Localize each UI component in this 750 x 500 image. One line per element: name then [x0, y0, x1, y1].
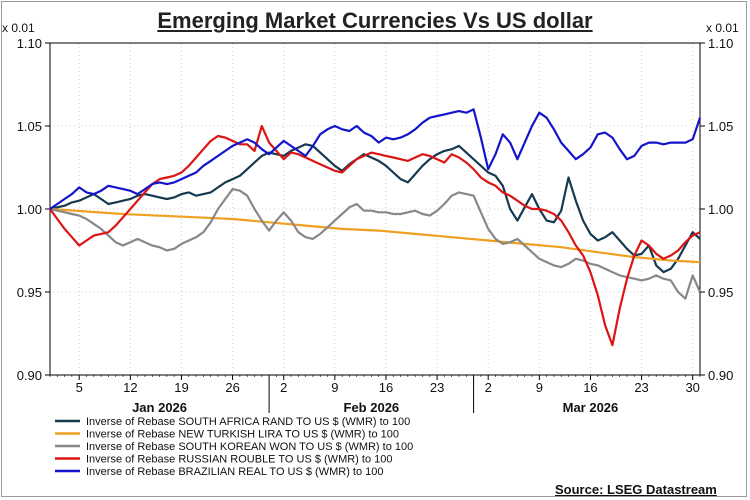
x-tick-label: 2: [280, 380, 287, 395]
source-note: Source: LSEG Datastream: [555, 482, 717, 497]
y-scale-label-right: x 0.01: [706, 21, 739, 35]
series-lines: [49, 108, 702, 347]
y-tick-label-right: 0.95: [708, 285, 733, 300]
x-tick-label: 5: [76, 380, 83, 395]
x-tick-label: 19: [174, 380, 188, 395]
y-tick-label-left: 0.90: [17, 368, 42, 383]
x-tick-label: 2: [485, 380, 492, 395]
x-tick-label: 23: [634, 380, 648, 395]
legend: Inverse of Rebase SOUTH AFRICA RAND TO U…: [55, 416, 413, 478]
y-tick-label-left: 1.00: [17, 202, 42, 217]
x-tick-label: 26: [225, 380, 239, 395]
legend-label-4: Inverse of Rebase RUSSIAN ROUBLE TO US $…: [86, 454, 392, 466]
grid-layer: [50, 42, 700, 376]
x-month-label: Jan 2026: [132, 400, 187, 415]
y-tick-label-right: 0.90: [708, 368, 733, 383]
y-tick-label-left: 0.95: [17, 285, 42, 300]
axis-ticks: 1.10 1.10 1.05 1.05 1.00 1.00 0.95 0.95 0.90 0.90…: [17, 36, 734, 415]
legend-label-1: Inverse of Rebase SOUTH AFRICA RAND TO U…: [86, 416, 410, 428]
y-tick-label-right: 1.00: [708, 202, 733, 217]
series-line-3: [49, 188, 702, 300]
y-tick-label-left: 1.10: [17, 36, 42, 51]
legend-label-5: Inverse of Rebase BRAZILIAN REAL TO US $…: [86, 466, 384, 478]
series-line-2: [49, 207, 701, 264]
x-tick-label: 9: [536, 380, 543, 395]
series-line-5: [49, 108, 702, 210]
legend-label-3: Inverse of Rebase SOUTH KOREAN WON TO US…: [86, 441, 413, 453]
x-tick-label: 30: [685, 380, 699, 395]
x-tick-label: 16: [379, 380, 393, 395]
x-month-label: Mar 2026: [563, 400, 619, 415]
y-tick-label-right: 1.05: [708, 119, 733, 134]
x-tick-label: 16: [583, 380, 597, 395]
series-line-4: [49, 124, 701, 347]
y-tick-label-left: 1.05: [17, 119, 42, 134]
x-tick-label: 9: [331, 380, 338, 395]
chart-title: Emerging Market Currencies Vs US dollar: [157, 8, 593, 33]
y-scale-label-left: x 0.01: [2, 21, 35, 35]
x-month-label: Feb 2026: [344, 400, 400, 415]
x-tick-label: 12: [123, 380, 137, 395]
y-tick-label-right: 1.10: [708, 36, 733, 51]
x-tick-label: 23: [430, 380, 444, 395]
legend-label-2: Inverse of Rebase NEW TURKISH LIRA TO US…: [86, 429, 399, 441]
series-line-1: [49, 143, 701, 274]
